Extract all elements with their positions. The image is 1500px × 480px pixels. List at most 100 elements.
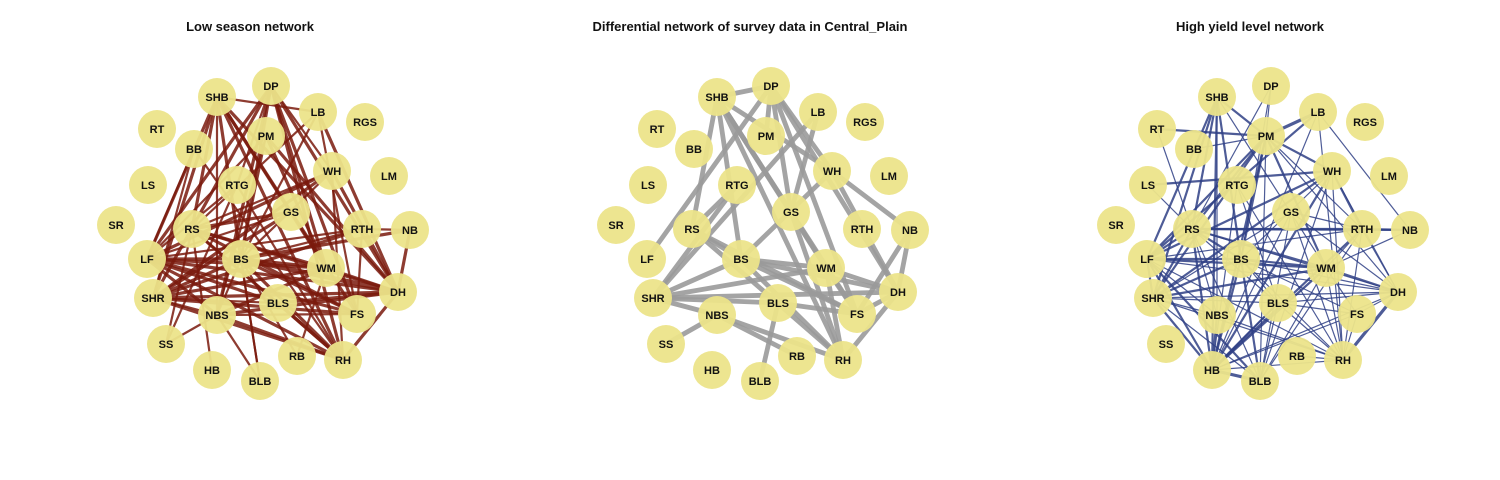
node-rgs: RGS: [346, 103, 384, 141]
node-label: SHR: [141, 293, 164, 305]
edge-SHR-FS: [151, 296, 359, 316]
node-dp: DP: [252, 67, 290, 105]
node-circle: [1278, 337, 1316, 375]
node-label: DH: [390, 287, 406, 299]
node-label: RTG: [725, 180, 748, 192]
edge-PM-SHR: [1151, 134, 1268, 300]
node-rs: RS: [1173, 210, 1211, 248]
edge-DH-BLS: [1277, 291, 1399, 304]
node-label: SHB: [1205, 92, 1228, 104]
network-graph: SHB DP LB RGS RT PM BB WH LM LS RTG GS SR RS RTH NB LF BS…: [97, 67, 429, 400]
node-label: GS: [1283, 207, 1299, 219]
node-pm: PM: [1247, 117, 1285, 155]
node-circle: [198, 78, 236, 116]
node-ls: LS: [1129, 166, 1167, 204]
node-label: RB: [1289, 351, 1305, 363]
node-circle: [1346, 103, 1384, 141]
edge-LB-NB: [1317, 111, 1411, 231]
node-ss: SS: [1147, 325, 1185, 363]
edge-PM-LF: [1145, 134, 1268, 261]
node-fs: FS: [338, 295, 376, 333]
node-label: WM: [816, 263, 836, 275]
node-circle: [1247, 117, 1285, 155]
node-lf: LF: [628, 240, 666, 278]
node-circle: [634, 279, 672, 317]
edge-SHB-LF: [1145, 95, 1219, 261]
node-circle: [128, 240, 166, 278]
node-label: NBS: [1205, 310, 1228, 322]
node-shb: SHB: [198, 78, 236, 116]
node-label: LB: [811, 107, 826, 119]
node-circle: [299, 93, 337, 131]
node-rh: RH: [824, 341, 862, 379]
node-label: RTG: [1225, 180, 1248, 192]
edge-WH-LF: [1145, 169, 1334, 261]
node-label: RGS: [353, 117, 377, 129]
node-label: RT: [1150, 124, 1165, 136]
node-circle: [752, 67, 790, 105]
node-circle: [278, 337, 316, 375]
node-gs: GS: [1272, 193, 1310, 231]
node-circle: [846, 103, 884, 141]
node-label: WH: [323, 166, 341, 178]
panel-title: Low season network: [186, 19, 314, 34]
edge-SHB-WM: [1216, 96, 1327, 269]
node-label: GS: [283, 207, 299, 219]
edge-NB-BS: [239, 228, 412, 261]
node-circle: [1241, 362, 1279, 400]
edge-RS-WM: [190, 227, 328, 270]
node-label: SS: [159, 339, 174, 351]
node-circle: [193, 351, 231, 389]
edge-WM-SHR: [1151, 266, 1328, 300]
node-gs: GS: [272, 193, 310, 231]
node-circle: [824, 341, 862, 379]
edge-BB-SHR: [151, 147, 196, 300]
node-label: LS: [1141, 180, 1155, 192]
node-circle: [1343, 210, 1381, 248]
node-label: RS: [684, 224, 699, 236]
edge-BB-LF: [145, 147, 196, 261]
network-graph: SHB DP LB RGS RT PM BB WH LM LS RTG GS SR RS RTH NB LF BS…: [1097, 67, 1429, 400]
edge-SHR-WM: [650, 265, 829, 301]
node-circle: [1307, 249, 1345, 287]
node-circle: [338, 295, 376, 333]
node-label: LS: [641, 180, 655, 192]
edge-WH-LF: [145, 169, 334, 261]
node-label: HB: [704, 365, 720, 377]
node-circle: [129, 166, 167, 204]
node-circle: [693, 351, 731, 389]
node-label: RH: [335, 355, 351, 367]
node-circle: [673, 210, 711, 248]
node-label: DP: [1263, 81, 1278, 93]
node-label: SR: [108, 220, 123, 232]
node-label: BLS: [267, 298, 289, 310]
node-label: RGS: [853, 117, 877, 129]
edge-RTH-RH: [1342, 228, 1363, 361]
node-label: SHB: [205, 92, 228, 104]
edge-WH-HB: [1210, 169, 1334, 372]
node-circle: [173, 210, 211, 248]
node-rgs: RGS: [846, 103, 884, 141]
node-blb: BLB: [741, 362, 779, 400]
node-circle: [597, 206, 635, 244]
node-ss: SS: [147, 325, 185, 363]
node-ls: LS: [129, 166, 167, 204]
edge-WH-RS: [190, 169, 334, 231]
node-nbs: NBS: [198, 296, 236, 334]
node-label: DH: [1390, 287, 1406, 299]
node-nbs: NBS: [698, 296, 736, 334]
node-circle: [1129, 166, 1167, 204]
node-rtg: RTG: [1218, 166, 1256, 204]
node-rh: RH: [324, 341, 362, 379]
node-label: SHR: [641, 293, 664, 305]
node-rt: RT: [138, 110, 176, 148]
node-label: NBS: [205, 310, 228, 322]
node-shr: SHR: [134, 279, 172, 317]
edge-RTG-RH: [1236, 184, 1344, 361]
node-circle: [1222, 240, 1260, 278]
node-shr: SHR: [1134, 279, 1172, 317]
node-label: RT: [650, 124, 665, 136]
node-circle: [879, 273, 917, 311]
node-sr: SR: [597, 206, 635, 244]
edge-RTG-RH: [235, 183, 345, 362]
